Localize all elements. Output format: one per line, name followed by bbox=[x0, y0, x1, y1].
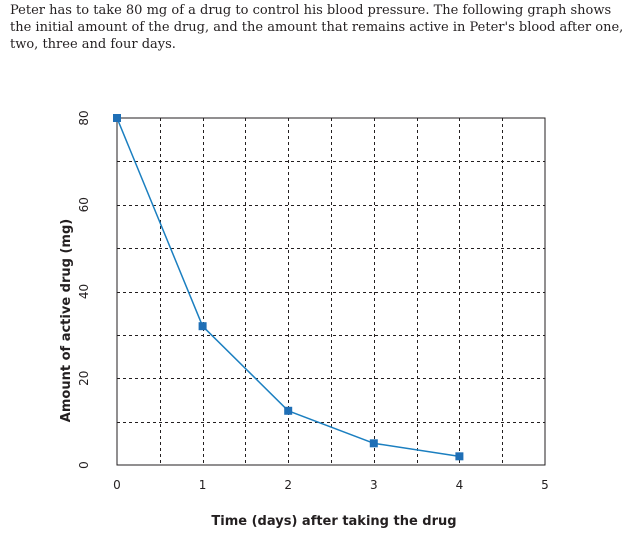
x-tick-label: 4 bbox=[456, 478, 464, 492]
data-point-marker bbox=[455, 452, 464, 461]
data-point-marker bbox=[198, 322, 207, 331]
question-intro-text: Peter has to take 80 mg of a drug to con… bbox=[10, 3, 624, 52]
plot-area-frame bbox=[116, 117, 546, 466]
x-tick-label: 0 bbox=[113, 478, 121, 492]
y-axis-title: Amount of active drug (mg) bbox=[59, 219, 74, 422]
grid-lines bbox=[117, 118, 545, 465]
y-tick-label: 40 bbox=[77, 284, 91, 299]
y-tick-label: 20 bbox=[77, 371, 91, 386]
data-point-marker bbox=[113, 114, 121, 122]
x-tick-label: 2 bbox=[284, 478, 292, 492]
data-point-marker bbox=[284, 406, 293, 415]
y-tick-label: 60 bbox=[77, 197, 91, 212]
axis-tick-labels: 0 1 2 3 4 5 0 20 40 60 80 bbox=[77, 110, 549, 492]
y-tick-label: 0 bbox=[77, 461, 91, 469]
x-tick-label: 1 bbox=[199, 478, 207, 492]
data-series bbox=[113, 114, 464, 461]
data-point-marker bbox=[369, 439, 378, 448]
x-axis-title: Time (days) after taking the drug bbox=[211, 514, 456, 529]
x-tick-label: 3 bbox=[370, 478, 378, 492]
x-tick-label: 5 bbox=[541, 478, 549, 492]
y-tick-label: 80 bbox=[77, 110, 91, 125]
